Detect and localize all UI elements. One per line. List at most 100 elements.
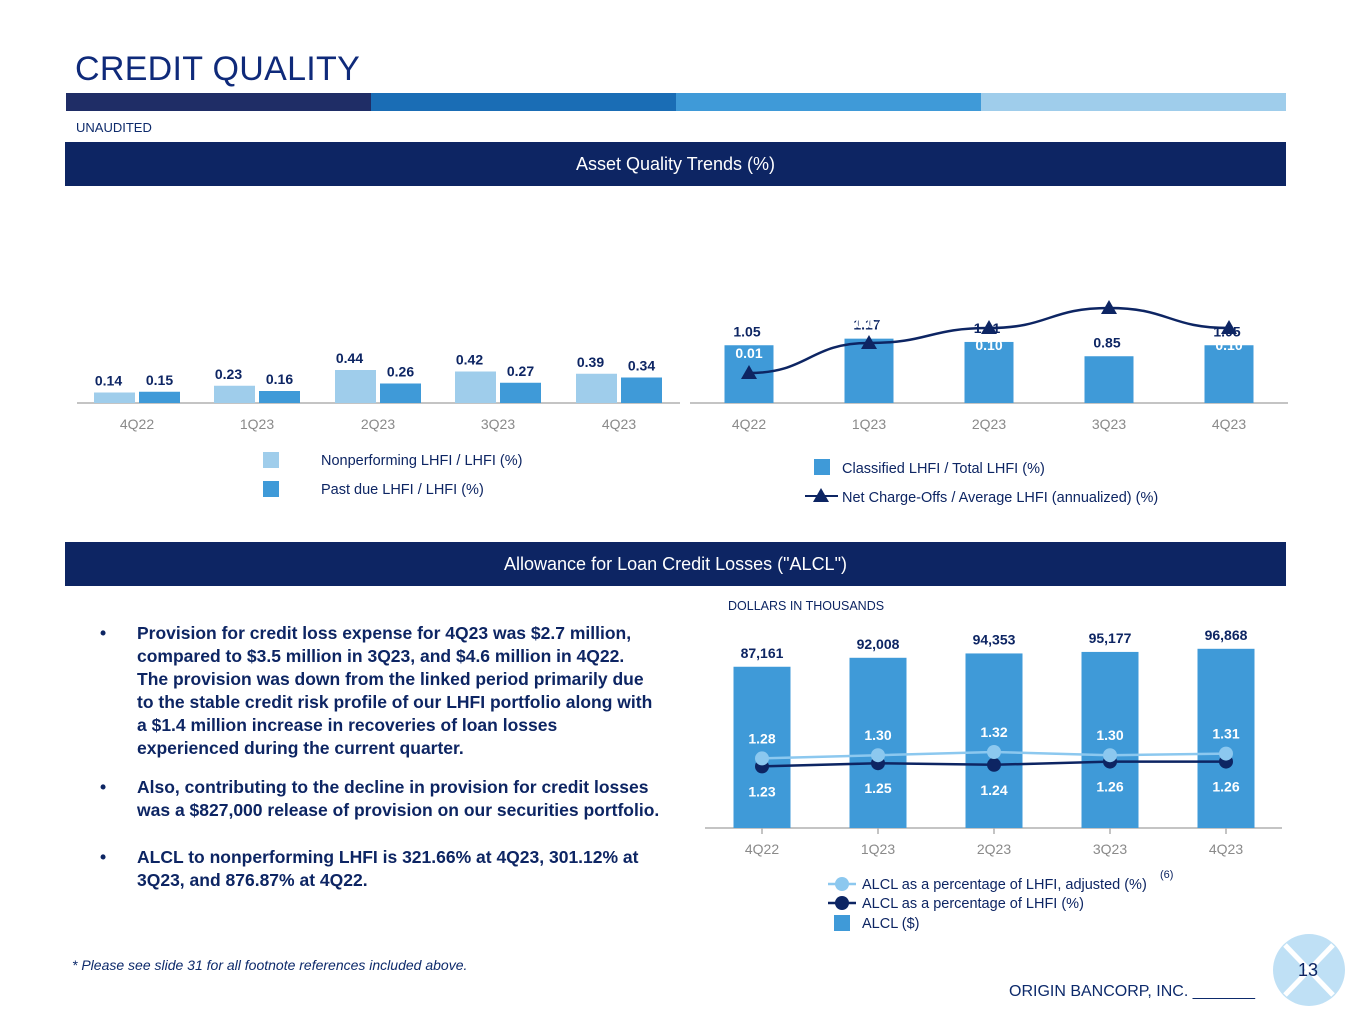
chart3-legend-label: ALCL ($) <box>862 916 919 932</box>
chart3-alcl-pct-label: 1.23 <box>748 783 775 799</box>
chart2-tick-label: 2Q23 <box>972 416 1006 432</box>
chart1-data-label: 0.44 <box>336 350 363 366</box>
bullet-symbol: • <box>100 623 107 643</box>
chart3-tick-label: 1Q23 <box>861 841 895 857</box>
color-bar-segment-4 <box>981 93 1286 111</box>
chart1-bar-nonperforming <box>576 373 617 403</box>
chart1-bar-past-due <box>621 377 662 403</box>
chart3-legend-footnote: (6) <box>1160 869 1173 881</box>
chart1-data-label: 0.39 <box>577 354 604 370</box>
bullet-symbol: • <box>100 847 107 867</box>
chart1-bar-nonperforming <box>214 385 255 403</box>
chart3-alcl-adjusted-marker <box>871 748 885 763</box>
chart3-bar-alcl <box>849 657 907 828</box>
chart2-nco-label: 0.07 <box>855 315 882 331</box>
header-color-bar <box>66 93 1286 111</box>
chart2-bar-label: 1.05 <box>733 323 760 339</box>
chart2-legend-label: Net Charge-Offs / Average LHFI (annualiz… <box>842 490 1158 506</box>
chart2-tick-label: 4Q23 <box>1212 416 1246 432</box>
bullet-text: Also, contributing to the decline in pro… <box>137 777 660 820</box>
asset-quality-banner: Asset Quality Trends (%) <box>65 142 1286 186</box>
chart1-bar-nonperforming <box>94 392 135 403</box>
chart3-bar-label: 94,353 <box>973 631 1016 647</box>
chart3-legend-label: ALCL as a percentage of LHFI (%) <box>862 896 1084 912</box>
bullet-text: Provision for credit loss expense for 4Q… <box>137 623 653 758</box>
chart1-data-label: 0.15 <box>146 372 173 388</box>
chart2-tick-label: 4Q22 <box>732 416 766 432</box>
chart2-bar-classified <box>964 341 1014 403</box>
bullet-text: ALCL to nonperforming LHFI is 321.66% at… <box>137 847 639 890</box>
chart3-tick-label: 4Q22 <box>745 841 779 857</box>
bullet-item: • Also, contributing to the decline in pr… <box>100 776 660 822</box>
chart2-nco-marker <box>1101 300 1117 314</box>
chart2-bar-classified <box>844 338 894 403</box>
chart2-tick-label: 1Q23 <box>852 416 886 432</box>
chart3-bar-alcl <box>733 666 791 828</box>
chart2-bar-label: 1.17 <box>853 317 880 333</box>
chart2-tick-label: 3Q23 <box>1092 416 1126 432</box>
chart3-unit-label: DOLLARS IN THOUSANDS <box>728 599 884 613</box>
page-title: CREDIT QUALITY <box>75 50 361 88</box>
company-name: ORIGIN BANCORP, INC. _______ <box>1009 983 1256 1000</box>
chart2-nco-marker <box>861 335 877 349</box>
chart2-nco-label: 0.10 <box>1215 337 1242 353</box>
chart3-alcl-adjusted-label: 1.30 <box>1096 727 1123 743</box>
chart1-legend-swatch <box>263 481 279 497</box>
chart1-legend-label: Past due LHFI / LHFI (%) <box>321 482 484 498</box>
chart1-data-label: 0.27 <box>507 363 534 379</box>
chart1-data-label: 0.16 <box>266 371 293 387</box>
chart2-nco-label: 0.01 <box>735 345 762 361</box>
chart2-legend-marker <box>813 488 829 502</box>
bullet-list: • Provision for credit loss expense for 4… <box>100 622 660 908</box>
color-bar-segment-2 <box>371 93 676 111</box>
chart3-alcl-pct-label: 1.26 <box>1096 779 1123 795</box>
unaudited-label: UNAUDITED <box>76 120 152 135</box>
chart2-legend-label: Classified LHFI / Total LHFI (%) <box>842 461 1045 477</box>
chart2-nco-marker <box>981 320 997 334</box>
chart1-data-label: 0.42 <box>456 352 483 368</box>
chart1-tick-label: 3Q23 <box>481 416 515 432</box>
chart3-alcl-adjusted-marker <box>1219 746 1233 761</box>
chart1-bar-past-due <box>259 391 300 403</box>
chart2-nco-marker <box>741 365 757 379</box>
color-bar-segment-1 <box>66 93 371 111</box>
chart1-bar-past-due <box>380 383 421 403</box>
chart3-alcl-adjusted-label: 1.28 <box>748 730 775 746</box>
chart2-bar-label: 0.85 <box>1093 334 1120 350</box>
chart3-bar-alcl <box>965 653 1023 828</box>
chart2-legend-swatch-classified <box>814 459 830 475</box>
chart3-alcl-adjusted-label: 1.32 <box>980 724 1007 740</box>
chart3-tick-label: 4Q23 <box>1209 841 1243 857</box>
chart3-tick-label: 3Q23 <box>1093 841 1127 857</box>
chart2-nco-label: 0.10 <box>975 337 1002 353</box>
chart1-data-label: 0.26 <box>387 364 414 380</box>
logo-icon <box>1273 934 1345 1006</box>
chart3-legend-marker-pct <box>835 896 849 910</box>
chart3-alcl-pct-marker <box>987 757 1001 772</box>
chart1-data-label: 0.14 <box>95 373 122 389</box>
chart3-alcl-pct-label: 1.24 <box>980 782 1007 798</box>
footnote: * Please see slide 31 for all footnote r… <box>72 957 468 973</box>
chart3-alcl-adjusted-label: 1.30 <box>864 727 891 743</box>
chart1-bar-past-due <box>500 382 541 403</box>
chart3-alcl-adjusted-marker <box>1103 748 1117 763</box>
chart3-tick-label: 2Q23 <box>977 841 1011 857</box>
chart3-alcl-adjusted-marker <box>987 745 1001 759</box>
bullet-item: • Provision for credit loss expense for 4… <box>100 622 660 760</box>
chart3-bar-label: 92,008 <box>857 636 900 652</box>
chart3-bar-label: 87,161 <box>741 645 784 661</box>
chart3-alcl-adjusted-marker <box>755 751 769 766</box>
bullet-symbol: • <box>100 777 107 797</box>
chart3-bar-label: 96,868 <box>1205 627 1248 643</box>
chart1-data-label: 0.23 <box>215 366 242 382</box>
chart3-bar-label: 95,177 <box>1089 630 1132 646</box>
chart1-data-label: 0.34 <box>628 358 655 374</box>
chart3-alcl-pct-label: 1.26 <box>1212 779 1239 795</box>
alcl-banner: Allowance for Loan Credit Losses ("ALCL"… <box>65 542 1286 586</box>
chart3-alcl-adjusted-label: 1.31 <box>1212 726 1239 742</box>
chart1-tick-label: 4Q23 <box>602 416 636 432</box>
chart3-alcl-pct-label: 1.25 <box>864 780 891 796</box>
chart3-legend-marker-adjusted <box>835 877 849 891</box>
chart1-bar-past-due <box>139 391 180 403</box>
